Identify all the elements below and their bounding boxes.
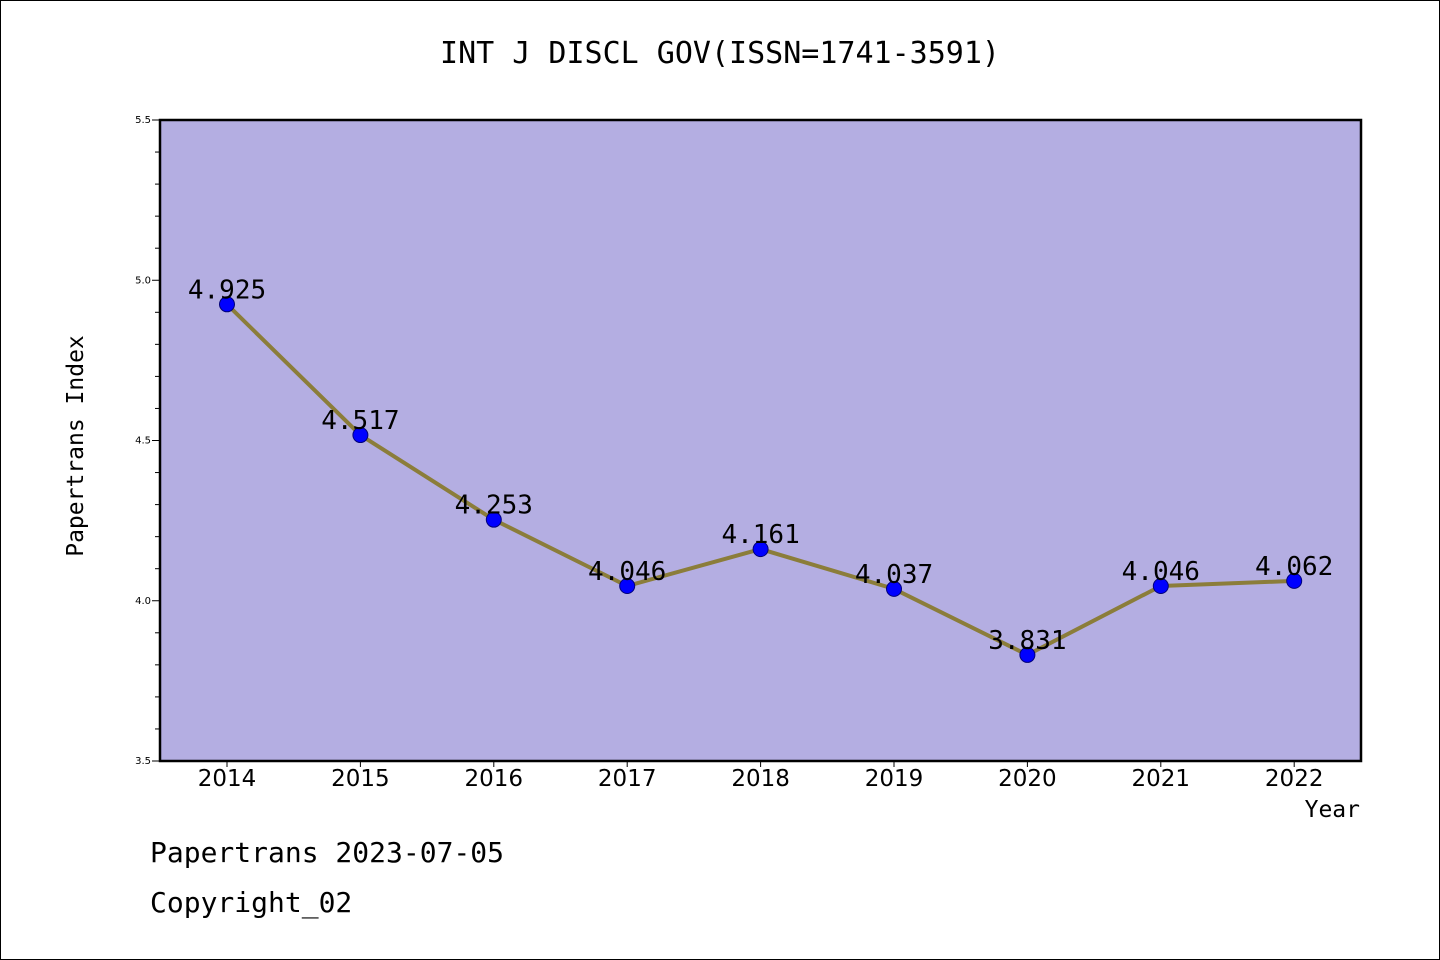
data-label: 4.517 — [321, 406, 399, 436]
y-tick-label: 3.5 — [135, 756, 151, 767]
data-label: 4.925 — [188, 275, 266, 305]
x-axis-label: Year — [1304, 797, 1360, 823]
plot-area — [160, 120, 1361, 761]
data-point — [1019, 646, 1036, 663]
data-point — [1286, 572, 1303, 589]
x-tick-label: 2017 — [598, 766, 657, 792]
x-tick-label: 2021 — [1132, 766, 1191, 792]
x-tick-label: 2020 — [998, 766, 1057, 792]
data-point — [352, 427, 369, 444]
data-label: 4.046 — [588, 557, 666, 587]
data-point — [219, 296, 235, 313]
chart-title: INT J DISCL GOV(ISSN=1741-3591) — [440, 36, 1000, 71]
plot-border — [158, 118, 1363, 763]
data-label: 4.046 — [1122, 557, 1200, 587]
y-tick-label: 5.0 — [135, 275, 151, 286]
y-tick-label: 5.5 — [135, 115, 151, 126]
data-point — [1152, 578, 1169, 595]
y-tick-label: 4.5 — [135, 436, 151, 447]
x-tick-label: 2016 — [465, 766, 524, 792]
x-tick-label: 2022 — [1265, 766, 1324, 792]
data-label: 4.253 — [455, 491, 533, 521]
data-label: 3.831 — [988, 626, 1066, 656]
data-point — [485, 511, 502, 528]
footer-copyright: Copyright_02 — [150, 886, 353, 919]
footer-date: Papertrans 2023-07-05 — [150, 836, 505, 869]
x-tick-label: 2015 — [331, 766, 390, 792]
data-point — [752, 541, 769, 558]
data-label: 4.037 — [855, 560, 933, 590]
x-tick-label: 2014 — [198, 766, 257, 792]
x-tick-label: 2018 — [731, 766, 790, 792]
data-point — [619, 578, 636, 595]
data-point — [886, 580, 902, 597]
data-label: 4.161 — [721, 520, 799, 550]
x-tick-label: 2019 — [865, 766, 924, 792]
y-tick-label: 4.0 — [135, 596, 151, 607]
data-label: 4.062 — [1255, 552, 1333, 582]
